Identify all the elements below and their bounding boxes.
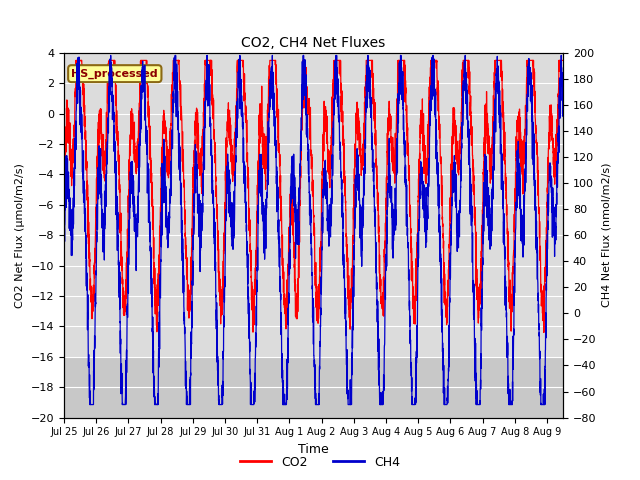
- CO2: [274, 119, 282, 125]
- CO2: [60, 181, 68, 187]
- Text: HS_processed: HS_processed: [72, 69, 158, 79]
- CO2: [559, 58, 567, 63]
- CO2: [72, 58, 80, 63]
- CH4: [107, 52, 115, 58]
- CH4: [274, 193, 282, 199]
- CH4: [298, 127, 305, 133]
- CO2: [544, 162, 552, 168]
- Bar: [64, 357, 563, 418]
- CH4: [270, 90, 278, 96]
- CH4: [544, 192, 552, 197]
- CO2: [540, 330, 548, 336]
- Line: CH4: CH4: [64, 55, 563, 405]
- CH4: [60, 253, 68, 259]
- Legend: CO2, CH4: CO2, CH4: [235, 451, 405, 474]
- CO2: [270, 58, 278, 63]
- Y-axis label: CO2 Net Flux (μmol/m2/s): CO2 Net Flux (μmol/m2/s): [15, 163, 25, 308]
- CO2: [519, 163, 527, 169]
- CH4: [559, 79, 567, 84]
- Line: CO2: CO2: [64, 60, 563, 333]
- CH4: [86, 402, 93, 408]
- CH4: [520, 213, 527, 218]
- CH4: [423, 227, 431, 232]
- Y-axis label: CH4 Net Flux (nmol/m2/s): CH4 Net Flux (nmol/m2/s): [602, 163, 612, 308]
- CO2: [423, 159, 431, 165]
- X-axis label: Time: Time: [298, 443, 329, 456]
- Title: CO2, CH4 Net Fluxes: CO2, CH4 Net Fluxes: [241, 36, 386, 50]
- CO2: [298, 127, 305, 132]
